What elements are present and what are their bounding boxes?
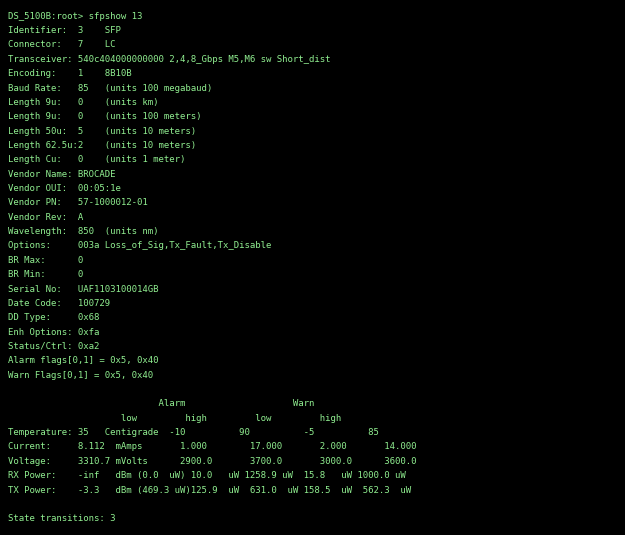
Text: Length 9u:   0    (units 100 meters): Length 9u: 0 (units 100 meters) <box>8 112 202 121</box>
Text: Transceiver: 540c404000000000 2,4,8_Gbps M5,M6 sw Short_dist: Transceiver: 540c404000000000 2,4,8_Gbps… <box>8 55 331 64</box>
Text: Voltage:     3310.7 mVolts      2900.0       3700.0       3000.0      3600.0: Voltage: 3310.7 mVolts 2900.0 3700.0 300… <box>8 457 417 466</box>
Text: Enh Options: 0xfa: Enh Options: 0xfa <box>8 327 99 337</box>
Text: Baud Rate:   85   (units 100 megabaud): Baud Rate: 85 (units 100 megabaud) <box>8 83 212 93</box>
Text: Warn Flags[0,1] = 0x5, 0x40: Warn Flags[0,1] = 0x5, 0x40 <box>8 371 153 380</box>
Text: Length 62.5u:2    (units 10 meters): Length 62.5u:2 (units 10 meters) <box>8 141 196 150</box>
Text: Alarm flags[0,1] = 0x5, 0x40: Alarm flags[0,1] = 0x5, 0x40 <box>8 356 159 365</box>
Text: Vendor PN:   57-1000012-01: Vendor PN: 57-1000012-01 <box>8 198 148 208</box>
Text: Status/Ctrl: 0xa2: Status/Ctrl: 0xa2 <box>8 342 99 351</box>
Text: BR Max:      0: BR Max: 0 <box>8 256 83 265</box>
Text: Vendor Rev:  A: Vendor Rev: A <box>8 213 83 221</box>
Text: low         high         low         high: low high low high <box>8 414 341 423</box>
Text: Date Code:   100729: Date Code: 100729 <box>8 299 110 308</box>
Text: Temperature: 35   Centigrade  -10          90          -5          85: Temperature: 35 Centigrade -10 90 -5 85 <box>8 428 379 437</box>
Text: Length Cu:   0    (units 1 meter): Length Cu: 0 (units 1 meter) <box>8 155 186 164</box>
Text: Length 50u:  5    (units 10 meters): Length 50u: 5 (units 10 meters) <box>8 127 196 135</box>
Text: DD Type:     0x68: DD Type: 0x68 <box>8 314 99 322</box>
Text: State transitions: 3: State transitions: 3 <box>8 514 116 523</box>
Text: Connector:   7    LC: Connector: 7 LC <box>8 41 116 49</box>
Text: Options:     003a Loss_of_Sig,Tx_Fault,Tx_Disable: Options: 003a Loss_of_Sig,Tx_Fault,Tx_Di… <box>8 241 271 250</box>
Text: RX Power:    -inf   dBm (0.0  uW) 10.0   uW 1258.9 uW  15.8   uW 1000.0 uW: RX Power: -inf dBm (0.0 uW) 10.0 uW 1258… <box>8 471 406 480</box>
Text: Identifier:  3    SFP: Identifier: 3 SFP <box>8 26 121 35</box>
Text: Encoding:    1    8B10B: Encoding: 1 8B10B <box>8 69 132 78</box>
Text: Current:     8.112  mAmps       1.000        17.000       2.000       14.000: Current: 8.112 mAmps 1.000 17.000 2.000 … <box>8 442 417 452</box>
Text: Vendor Name: BROCADE: Vendor Name: BROCADE <box>8 170 116 179</box>
Text: BR Min:      0: BR Min: 0 <box>8 270 83 279</box>
Text: TX Power:    -3.3   dBm (469.3 uW)125.9  uW  631.0  uW 158.5  uW  562.3  uW: TX Power: -3.3 dBm (469.3 uW)125.9 uW 63… <box>8 486 411 494</box>
Text: Serial No:   UAF1103100014GB: Serial No: UAF1103100014GB <box>8 285 159 294</box>
Text: Length 9u:   0    (units km): Length 9u: 0 (units km) <box>8 98 159 107</box>
Text: DS_5100B:root> sfpshow 13: DS_5100B:root> sfpshow 13 <box>8 12 142 21</box>
Text: Vendor OUI:  00:05:1e: Vendor OUI: 00:05:1e <box>8 184 121 193</box>
Text: Wavelength:  850  (units nm): Wavelength: 850 (units nm) <box>8 227 159 236</box>
Text: Alarm                    Warn: Alarm Warn <box>8 399 314 408</box>
